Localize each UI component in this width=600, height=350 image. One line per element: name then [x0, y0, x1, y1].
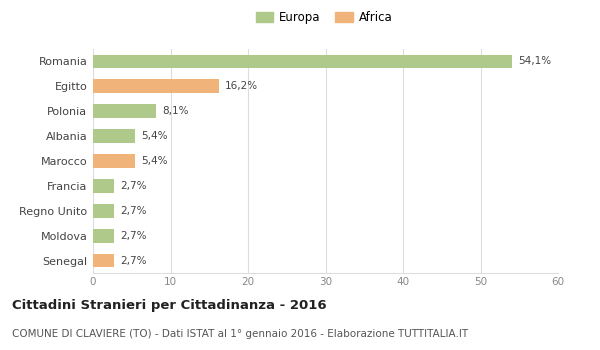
- Text: Cittadini Stranieri per Cittadinanza - 2016: Cittadini Stranieri per Cittadinanza - 2…: [12, 299, 326, 312]
- Bar: [93, 154, 135, 168]
- Bar: [93, 55, 512, 68]
- Bar: [93, 129, 135, 143]
- Text: 54,1%: 54,1%: [518, 56, 551, 66]
- Text: COMUNE DI CLAVIERE (TO) - Dati ISTAT al 1° gennaio 2016 - Elaborazione TUTTITALI: COMUNE DI CLAVIERE (TO) - Dati ISTAT al …: [12, 329, 468, 339]
- Text: 16,2%: 16,2%: [225, 81, 258, 91]
- Text: 2,7%: 2,7%: [120, 231, 146, 241]
- Text: 8,1%: 8,1%: [162, 106, 188, 116]
- Bar: [93, 104, 156, 118]
- Text: 2,7%: 2,7%: [120, 181, 146, 191]
- Bar: [93, 204, 114, 218]
- Bar: [93, 79, 218, 93]
- Text: 5,4%: 5,4%: [141, 131, 167, 141]
- Bar: [93, 254, 114, 267]
- Bar: [93, 179, 114, 193]
- Text: 2,7%: 2,7%: [120, 206, 146, 216]
- Bar: [93, 229, 114, 243]
- Text: 5,4%: 5,4%: [141, 156, 167, 166]
- Legend: Europa, Africa: Europa, Africa: [252, 8, 396, 28]
- Text: 2,7%: 2,7%: [120, 256, 146, 266]
